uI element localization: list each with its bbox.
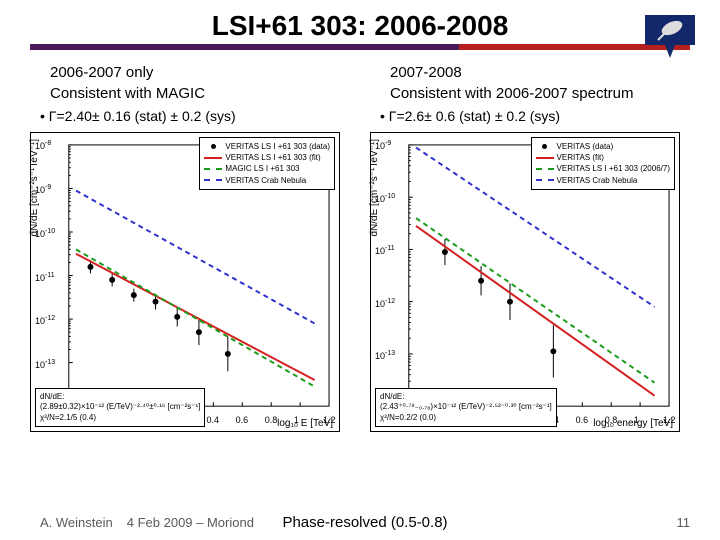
footer-date: 4 Feb 2009 – Moriond bbox=[127, 515, 254, 530]
veritas-logo bbox=[640, 10, 700, 60]
slide-title: LSI+61 303: 2006-2008 bbox=[212, 10, 509, 42]
left-gamma: • Γ=2.40± 0.16 (stat) ± 0.2 (sys) bbox=[40, 108, 350, 124]
left-head1: 2006-2007 only bbox=[50, 64, 350, 81]
footer-page: 11 bbox=[677, 515, 691, 530]
right-column: 2007-2008 Consistent with 2006-2007 spec… bbox=[370, 64, 690, 432]
title-underline bbox=[30, 44, 690, 50]
right-gamma: • Γ=2.6± 0.6 (stat) ± 0.2 (sys) bbox=[380, 108, 690, 124]
footer: A. Weinstein 4 Feb 2009 – Moriond Phase-… bbox=[40, 515, 690, 530]
left-head2: Consistent with MAGIC bbox=[50, 85, 350, 102]
footer-phase: Phase-resolved (0.5-0.8) bbox=[282, 514, 447, 531]
right-head2: Consistent with 2006-2007 spectrum bbox=[390, 85, 690, 102]
right-head1: 2007-2008 bbox=[390, 64, 690, 81]
left-chart: 10-1310-1210-1110-1010-910-8-0.6-0.4-0.2… bbox=[30, 132, 340, 432]
footer-author: A. Weinstein bbox=[40, 515, 113, 530]
right-chart: 10-1410-1310-1210-1110-1010-9-0.6-0.4-0.… bbox=[370, 132, 680, 432]
left-column: 2006-2007 only Consistent with MAGIC • Γ… bbox=[30, 64, 350, 432]
